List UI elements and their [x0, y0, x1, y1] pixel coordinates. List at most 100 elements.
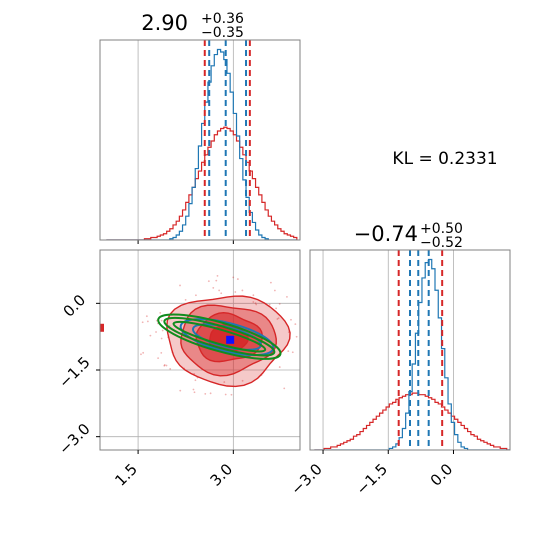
scatter-sample-point [145, 315, 148, 318]
scatter-sample-point [163, 364, 166, 366]
scatter-x-tick-label: 1.5 [111, 460, 141, 490]
hist-top-series-1 [106, 48, 297, 240]
scatter-y-tick-label: 0.0 [60, 291, 90, 321]
scatter-sample-point [252, 301, 255, 303]
histogram-top [106, 48, 298, 240]
scatter-sample-point [146, 320, 149, 323]
scatter-sample-point [234, 291, 237, 293]
scatter-sample-point [304, 304, 306, 306]
panel-top-left: 2.90 +0.36 −0.35 [99, 11, 301, 244]
title-top-minus: −0.35 [201, 25, 244, 41]
scatter-sample-point [295, 335, 298, 338]
outlier-marker [100, 323, 104, 332]
scatter-sample-point [209, 392, 212, 395]
scatter-sample-point [273, 289, 276, 292]
scatter-sample-point [290, 318, 292, 321]
quantile-lines-right [397, 250, 444, 450]
scatter-sample-point [179, 389, 182, 392]
grid-top [137, 40, 234, 244]
scatter-sample-point [157, 357, 160, 360]
scatter-sample-point [255, 303, 258, 306]
scatter-sample-point [230, 393, 233, 396]
hist-right-tick-label: −3.0 [287, 460, 325, 498]
green-contour-0 [157, 313, 282, 360]
scatter-sample-point [236, 278, 239, 280]
scatter-sample-point [241, 379, 244, 382]
title-right-value: −0.74 [354, 222, 418, 246]
scatter-sample-point [291, 351, 294, 354]
scatter-sample-point [304, 309, 306, 311]
panel-top-left-background [100, 40, 300, 240]
hist-right-series-1 [314, 258, 510, 450]
scatter-sample-point [283, 387, 286, 390]
scatter-sample-point [304, 365, 306, 367]
title-top-value: 2.90 [141, 11, 188, 35]
scatter-sample-point [303, 328, 305, 330]
title-top-plus: +0.36 [201, 11, 244, 27]
scatter-sample-point [218, 289, 221, 292]
scatter-sample-point [160, 351, 163, 354]
scatter-sample-point [204, 392, 207, 395]
scatter-sample-point [142, 351, 145, 354]
scatter-y-tick-label: −3.0 [55, 420, 93, 458]
quantile-lines-top [203, 40, 251, 240]
true-value-marker [226, 335, 235, 344]
scatter-sample-point [224, 393, 227, 396]
scatter-sample-point [212, 286, 215, 289]
scatter-body [100, 274, 307, 396]
scatter-sample-point [192, 388, 195, 391]
scatter-sample-point [305, 308, 307, 310]
histogram-top-title: 2.90 +0.36 −0.35 [141, 11, 244, 41]
scatter-sample-point [223, 381, 226, 383]
panel-bottom-right: −3.0 −1.5 0.0 −0.74 +0.50 −0.52 [287, 221, 511, 499]
scatter-sample-point [286, 295, 288, 298]
scatter-sample-point [155, 331, 157, 333]
title-right-minus: −0.52 [420, 235, 463, 251]
scatter-sample-point [278, 302, 281, 305]
hist-right-series-0 [314, 392, 510, 450]
scatter-sample-point [169, 368, 172, 370]
scatter-sample-point [252, 294, 255, 297]
scatter-y-tick-label: −1.5 [55, 353, 93, 391]
scatter-sample-point [184, 299, 187, 301]
scatter-sample-point [195, 294, 197, 297]
panel-bottom-right-frame [309, 249, 511, 451]
scatter-sample-point [141, 321, 144, 324]
scatter-sample-point [268, 303, 271, 306]
histogram-right-title: −0.74 +0.50 −0.52 [354, 221, 463, 251]
panel-scatter: 1.5 3.0 0.0 −1.5 −3.0 [55, 249, 307, 490]
scatter-sample-point [276, 318, 279, 320]
scatter-sample-point [193, 391, 196, 394]
ticks-right: −3.0 −1.5 0.0 [287, 450, 456, 499]
scatter-sample-point [278, 366, 281, 368]
scatter-sample-point [303, 309, 305, 311]
hist-top-series-0 [106, 126, 298, 240]
green-contour-2 [172, 320, 267, 353]
scatter-sample-point [194, 379, 197, 382]
scatter-sample-point [287, 350, 290, 353]
green-contour-1 [163, 316, 276, 357]
scatter-sample-point [275, 307, 278, 310]
histogram-right [314, 258, 510, 450]
scatter-sample-point [241, 289, 244, 292]
scatter-sample-point [269, 281, 272, 284]
scatter-sample-point [163, 364, 166, 367]
scatter-sample-point [179, 284, 181, 287]
scatter-sample-point [140, 353, 142, 356]
panel-top-left-frame [99, 39, 301, 241]
hist-right-tick-label: 0.0 [427, 460, 457, 490]
kl-annotation: KL = 0.2331 [392, 149, 497, 169]
scatter-sample-point [294, 323, 297, 326]
hist-right-tick-label: −1.5 [353, 460, 391, 498]
scatter-sample-point [220, 292, 223, 295]
scatter-x-tick-label: 3.0 [207, 460, 237, 490]
scatter-sample-point [215, 279, 218, 282]
scatter-sample-point [165, 364, 168, 367]
scatter-sample-point [254, 302, 257, 305]
scatter-sample-point [277, 317, 280, 320]
scatter-sample-point [159, 312, 162, 314]
title-right-plus: +0.50 [420, 221, 463, 237]
scatter-sample-point [232, 276, 235, 279]
panel-scatter-frame [99, 249, 301, 451]
